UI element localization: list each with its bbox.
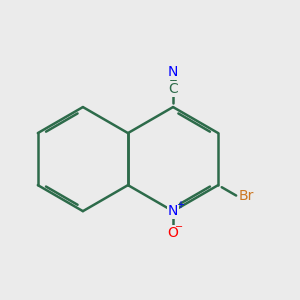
Text: Br: Br <box>238 188 254 203</box>
Text: O: O <box>168 226 178 240</box>
Text: N: N <box>168 65 178 79</box>
Text: C: C <box>168 82 178 96</box>
Text: −: − <box>175 222 183 232</box>
Text: +: + <box>176 200 184 210</box>
Text: N: N <box>168 204 178 218</box>
